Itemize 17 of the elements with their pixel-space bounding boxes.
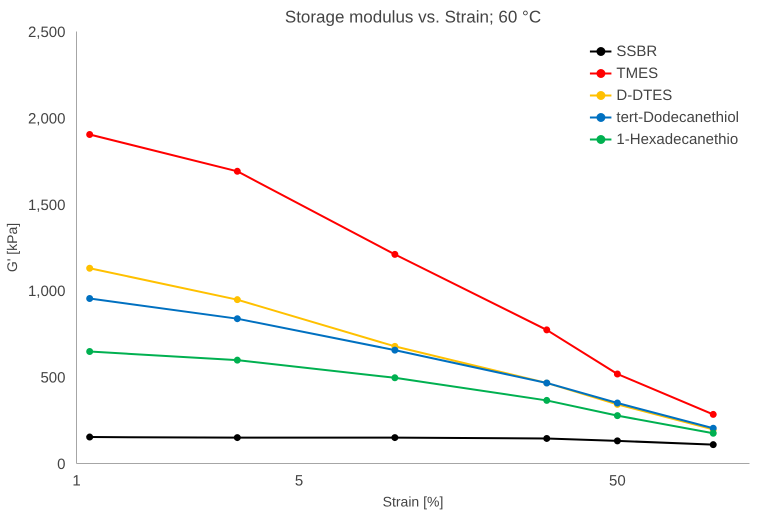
y-axis-title: G' [kPa] (4, 222, 20, 272)
x-tick-label: 5 (294, 472, 304, 490)
legend-label: SSBR (616, 42, 658, 60)
legend-label: TMES (616, 64, 658, 82)
y-tick-label: 1,500 (28, 196, 66, 214)
x-tick-label: 50 (609, 472, 626, 490)
legend-label: 1-Hexadecanethio (616, 130, 738, 148)
y-tick-label: 1,000 (28, 283, 66, 300)
legend-label: tert-Dodecanethiol (616, 108, 739, 126)
y-tick-label: 500 (40, 370, 66, 387)
y-tick-label: 0 (57, 456, 66, 473)
y-tick-label: 2,000 (28, 110, 66, 128)
y-tick-label: 2,500 (28, 24, 66, 41)
legend-label: D-DTES (616, 86, 672, 104)
x-tick-label: 1 (72, 472, 81, 490)
chart-title: Storage modulus vs. Strain; 60 °C (284, 8, 542, 26)
x-axis-title: Strain [%] (382, 494, 444, 510)
